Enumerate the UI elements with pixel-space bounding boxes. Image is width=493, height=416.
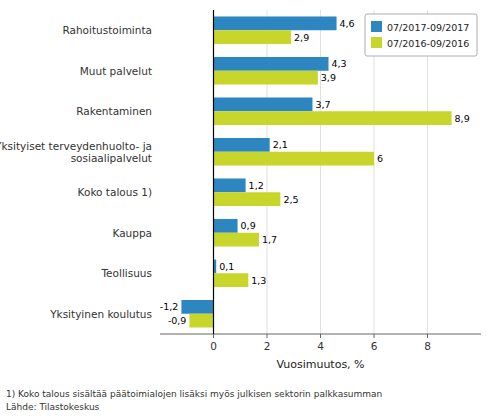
- data-label: 3,9: [321, 72, 336, 83]
- bar: [214, 192, 281, 206]
- y-tick-label-line: Muut palvelut: [80, 65, 152, 77]
- x-tick: [320, 334, 321, 338]
- x-tick-label: 2: [264, 340, 271, 352]
- legend: 07/2017-09/2017 07/2016-09/2016: [365, 14, 477, 56]
- bar: [214, 30, 292, 44]
- y-tick-label: Kauppa: [112, 227, 152, 239]
- legend-box: [365, 14, 477, 56]
- data-label: -0,9: [168, 315, 187, 326]
- bar: [214, 57, 329, 71]
- data-label: 6: [377, 153, 383, 164]
- data-label: 1,7: [262, 234, 277, 245]
- data-label: 4,3: [332, 58, 347, 69]
- y-tick-label: Muut palvelut: [80, 65, 152, 77]
- bar: [214, 111, 452, 125]
- grid-line: [374, 10, 375, 334]
- bar: [181, 300, 213, 314]
- data-labels: 4,6 4,3 3,7 2,1 1,2 0,9 0,1 -1,2 2,9 3,9 8,9 6 2,5 1,…: [160, 18, 470, 326]
- x-tick: [374, 334, 375, 338]
- y-tick-label-line: Koko talous 1): [78, 186, 152, 198]
- y-tick-label: Rakentaminen: [76, 105, 152, 117]
- bar: [214, 71, 318, 85]
- bar: [214, 152, 375, 166]
- grid-line: [213, 10, 214, 334]
- x-tick-label: 4: [317, 340, 324, 352]
- bar: [214, 273, 249, 287]
- legend-swatch: [371, 37, 382, 48]
- x-tick: [427, 334, 428, 338]
- y-tick-label: Yksityiset terveydenhuolto- jasosiaalipa…: [0, 140, 152, 165]
- y-tick-label-line: Kauppa: [112, 227, 152, 239]
- bar: [214, 138, 270, 152]
- y-tick-label-line: Teollisuus: [100, 267, 152, 279]
- data-label: 3,7: [315, 99, 330, 110]
- y-tick-label: Yksityinen koulutus: [49, 308, 152, 320]
- grid: [214, 10, 428, 334]
- y-tick-label: Teollisuus: [100, 267, 152, 279]
- footnote: Lähde: Tilastokeskus: [6, 402, 100, 412]
- y-tick-label-line: sosiaalipalvelut: [71, 152, 152, 164]
- bar: [214, 233, 259, 247]
- y-tick-label-line: Yksityinen koulutus: [49, 308, 152, 320]
- bars: [181, 16, 451, 327]
- x-tick-label: 6: [371, 340, 378, 352]
- y-tick-label: Koko talous 1): [78, 186, 152, 198]
- y-tick-label-line: Rahoitustoiminta: [62, 24, 152, 36]
- chart: 0 2 4 6 8 4,6 4,3 3,7 2,1 1,2 0,9 0,1 -1,2 2,9 3,9 8,9 6…: [0, 0, 493, 416]
- y-tick-label: Rahoitustoiminta: [62, 24, 152, 36]
- legend-label: 07/2017-09/2017: [387, 22, 469, 33]
- grid-line: [427, 10, 428, 334]
- data-label: 8,9: [455, 113, 470, 124]
- bar: [214, 219, 238, 233]
- data-label: 0,9: [241, 220, 256, 231]
- x-axis-label: Vuosimuutos, %: [276, 358, 364, 371]
- bar: [214, 16, 337, 30]
- x-axis-line: [160, 334, 481, 335]
- data-label: 1,3: [251, 275, 266, 286]
- bar: [214, 97, 313, 111]
- x-tick: [213, 334, 214, 338]
- footnote: 1) Koko talous sisältää päätoimialojen l…: [6, 389, 382, 399]
- legend-label: 07/2016-09/2016: [387, 38, 469, 49]
- y-tick-label-line: Rakentaminen: [76, 105, 152, 117]
- zero-line: [213, 10, 214, 334]
- data-label: 0,1: [219, 261, 234, 272]
- background: [0, 0, 493, 416]
- data-label: 4,6: [340, 18, 355, 29]
- data-label: -1,2: [160, 301, 179, 312]
- data-label: 2,5: [283, 194, 298, 205]
- data-label: 2,1: [273, 139, 288, 150]
- y-tick-label-line: Yksityiset terveydenhuolto- ja: [0, 140, 152, 152]
- bar: [189, 314, 213, 328]
- bar: [214, 178, 246, 192]
- x-tick: [267, 334, 268, 338]
- x-tick-label: 0: [210, 340, 217, 352]
- data-label: 1,2: [249, 180, 264, 191]
- x-tick-label: 8: [424, 340, 431, 352]
- data-label: 2,9: [294, 32, 309, 43]
- legend-swatch: [371, 21, 382, 32]
